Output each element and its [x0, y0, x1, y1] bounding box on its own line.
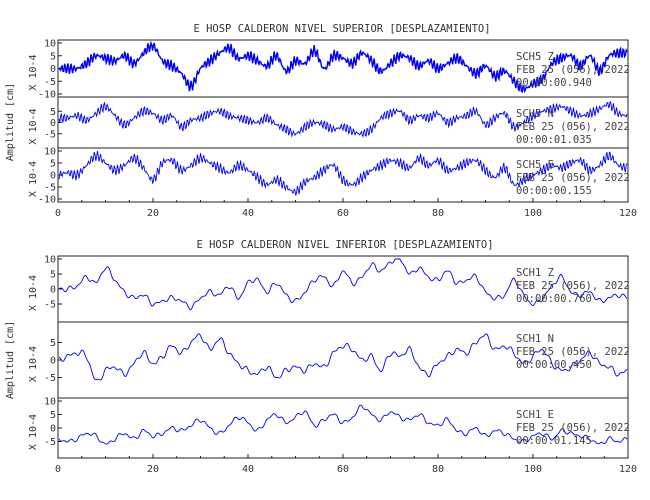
channel-annotation: FEB 25 (056), 2022 — [516, 64, 630, 76]
x-tick-label: 80 — [432, 464, 444, 475]
y-tick-label: -5 — [44, 129, 56, 140]
x-tick-label: 40 — [242, 464, 254, 475]
y-tick-label: 5 — [50, 270, 56, 281]
x-tick-label: 120 — [619, 208, 637, 219]
unit-label: X 10-4 — [28, 275, 39, 311]
channel-annotation: SCH1 E — [516, 409, 554, 421]
waveform-line — [58, 150, 628, 196]
y-tick-label: 5 — [50, 410, 56, 421]
x-tick-label: 100 — [524, 208, 542, 219]
x-tick-label: 20 — [147, 464, 159, 475]
x-tick-label: 20 — [147, 208, 159, 219]
unit-label: X 10-4 — [28, 414, 39, 450]
waveform-line — [58, 40, 628, 94]
unit-label: X 10-4 — [28, 346, 39, 382]
waveform-line — [58, 258, 628, 311]
x-tick-label: 0 — [55, 208, 61, 219]
y-tick-label: 5 — [50, 51, 56, 62]
channel-annotation: SCH1 Z — [516, 267, 554, 279]
y-tick-label: 0 — [50, 285, 56, 296]
channel-annotation: FEB 25 (056), 2022 — [516, 172, 630, 184]
y-tick-label: 0 — [50, 171, 56, 182]
x-tick-label: 60 — [337, 464, 349, 475]
y-tick-label: -10 — [38, 195, 56, 206]
channel-annotation: FEB 25 (056), 2022 — [516, 121, 630, 133]
y-tick-label: 10 — [44, 397, 56, 408]
y-tick-label: 5 — [50, 338, 56, 349]
lower-title: E HOSP CALDERON NIVEL INFERIOR [DESPLAZA… — [196, 239, 493, 251]
channel-annotation: SCH1 N — [516, 333, 554, 345]
channel-annotation: FEB 25 (056), 2022 — [516, 280, 630, 292]
y-tick-label: 5 — [50, 107, 56, 118]
y-tick-label: 10 — [44, 39, 56, 50]
unit-label: X 10-4 — [28, 108, 39, 144]
y-tick-label: -5 — [44, 437, 56, 448]
y-tick-label: 10 — [44, 255, 56, 266]
y-tick-label: 10 — [44, 147, 56, 158]
unit-label: X 10-4 — [28, 161, 39, 197]
lower-ylabel: Amplitud [cm] — [5, 321, 16, 399]
y-tick-label: -5 — [44, 77, 56, 88]
x-tick-label: 100 — [524, 464, 542, 475]
channel-annotation: SCH5 N — [516, 108, 554, 120]
y-tick-label: 5 — [50, 159, 56, 170]
y-tick-label: 0 — [50, 118, 56, 129]
y-tick-label: -5 — [44, 183, 56, 194]
channel-annotation: 00:00:00.450 — [516, 359, 592, 371]
channel-annotation: 00:00:01.035 — [516, 134, 592, 146]
channel-annotation: SCH5 E — [516, 159, 554, 171]
x-tick-label: 0 — [55, 464, 61, 475]
waveform-line — [58, 101, 628, 138]
y-tick-label: -5 — [44, 300, 56, 311]
channel-annotation: 00:00:01.145 — [516, 435, 592, 447]
upper-panel: E HOSP CALDERON NIVEL SUPERIOR [DESPLAZA… — [5, 23, 637, 219]
waveform-line — [58, 404, 628, 445]
x-tick-label: 40 — [242, 208, 254, 219]
channel-annotation: SCH5 Z — [516, 51, 554, 63]
y-tick-label: -10 — [38, 90, 56, 101]
waveform-line — [58, 333, 628, 381]
x-tick-label: 60 — [337, 208, 349, 219]
channel-annotation: 00:00:00.760 — [516, 293, 592, 305]
channel-annotation: FEB 25 (056), 2022 — [516, 346, 630, 358]
x-tick-label: 80 — [432, 208, 444, 219]
channel-annotation: FEB 25 (056), 2022 — [516, 422, 630, 434]
upper-title: E HOSP CALDERON NIVEL SUPERIOR [DESPLAZA… — [193, 23, 490, 35]
y-tick-label: 0 — [50, 424, 56, 435]
unit-label: X 10-4 — [28, 54, 39, 90]
y-tick-label: -5 — [44, 373, 56, 384]
y-tick-label: 0 — [50, 64, 56, 75]
channel-annotation: 00:00:00.155 — [516, 185, 592, 197]
upper-ylabel: Amplitud [cm] — [5, 83, 16, 161]
x-tick-label: 120 — [619, 464, 637, 475]
channel-annotation: 00:00:00.940 — [516, 77, 592, 89]
y-tick-label: 0 — [50, 356, 56, 367]
lower-panel: E HOSP CALDERON NIVEL INFERIOR [DESPLAZA… — [5, 239, 637, 475]
